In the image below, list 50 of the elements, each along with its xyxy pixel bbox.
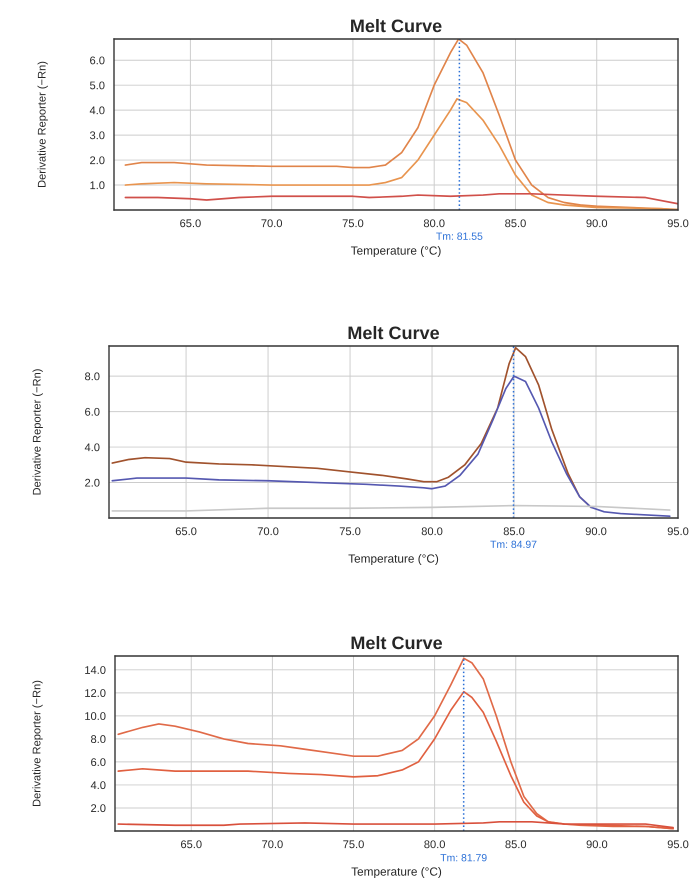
- x-tick-label: 80.0: [424, 219, 445, 228]
- y-tick-label: 3.0: [90, 131, 105, 140]
- y-axis-title: Derivative Reporter (−Rn): [38, 62, 48, 188]
- y-tick-label: 8.0: [91, 735, 106, 744]
- y-tick-label: 6.0: [85, 408, 100, 416]
- y-tick-label: 5.0: [90, 81, 105, 90]
- x-tick-label: 65.0: [176, 527, 196, 536]
- y-axis-title: Derivative Reporter (−Rn): [32, 369, 43, 495]
- ref-line-label: Tm: 81.79: [440, 854, 487, 862]
- x-tick-label: 90.0: [586, 840, 608, 848]
- y-tick-label: 10.0: [85, 712, 106, 720]
- x-tick-label: 95.0: [668, 219, 688, 228]
- y-tick-label: 2.0: [90, 156, 105, 164]
- chart-title: Melt Curve: [352, 636, 442, 650]
- y-tick-label: 4.0: [84, 443, 100, 452]
- x-tick-label: 65.0: [180, 219, 201, 228]
- x-tick-label: 75.0: [343, 840, 364, 848]
- y-tick-label: 2.0: [91, 804, 106, 812]
- y-tick-label: 4.0: [90, 781, 106, 790]
- x-tick-label: 80.0: [424, 840, 446, 848]
- ref-line-label: Tm: 81.55: [436, 232, 482, 240]
- x-tick-label: 95.0: [668, 527, 688, 536]
- x-tick-label: 95.0: [668, 840, 688, 848]
- x-tick-label: 80.0: [422, 527, 442, 536]
- y-tick-label: 2.0: [85, 478, 100, 487]
- y-tick-label: 4.0: [90, 106, 105, 114]
- y-tick-label: 14.0: [85, 666, 106, 674]
- x-tick-label: 85.0: [505, 219, 526, 228]
- x-tick-label: 70.0: [258, 527, 278, 536]
- x-tick-label: 85.0: [504, 527, 524, 536]
- y-tick-label: 1.0: [90, 181, 105, 190]
- x-tick-label: 75.0: [340, 527, 360, 536]
- x-axis-title: Temperature (°C): [348, 554, 438, 566]
- x-tick-label: 75.0: [342, 219, 364, 228]
- x-tick-label: 70.0: [262, 840, 283, 848]
- y-tick-label: 8.0: [85, 372, 100, 380]
- chart-title: Melt Curve: [351, 18, 442, 32]
- y-tick-label: 12.0: [85, 689, 106, 697]
- chart-title: Melt Curve: [348, 326, 440, 340]
- ref-line-label: Tm: 84.97: [490, 540, 536, 548]
- x-tick-label: 85.0: [505, 840, 526, 848]
- x-tick-label: 90.0: [586, 527, 606, 536]
- y-tick-label: 6.0: [90, 56, 105, 64]
- y-axis-title: Derivative Reporter (−Rn): [32, 680, 43, 806]
- x-tick-label: 70.0: [261, 219, 282, 228]
- x-tick-label: 90.0: [586, 219, 608, 228]
- y-tick-label: 6.0: [91, 758, 106, 766]
- x-tick-label: 65.0: [181, 840, 202, 848]
- x-axis-title: Temperature (°C): [351, 867, 442, 878]
- x-axis-title: Temperature (°C): [350, 246, 441, 258]
